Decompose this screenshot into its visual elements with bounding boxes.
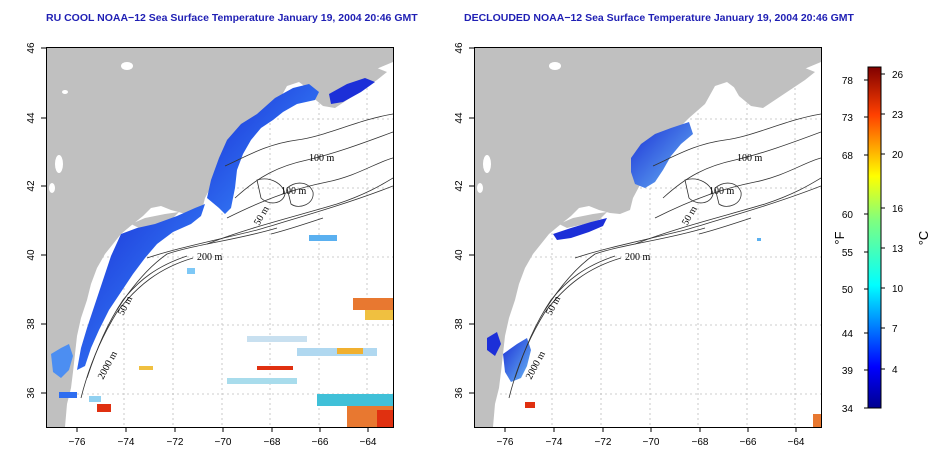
colorbar-c-label: 23 <box>892 110 904 121</box>
colorbar-c-label: 7 <box>892 324 898 335</box>
sst-offshore-patches <box>525 238 821 427</box>
left-y-tick-label: 36 <box>26 387 37 399</box>
colorbar-unit-c: °C <box>916 231 931 246</box>
left-y-tick-label: 38 <box>26 318 37 330</box>
left-y-tick-label: 40 <box>26 249 37 261</box>
right-x-ticks <box>504 427 797 432</box>
colorbar-c-label: 4 <box>892 365 898 376</box>
colorbar-ticks-left <box>864 79 868 409</box>
sst-long-island-sound <box>553 218 607 240</box>
right-x-tick-label: −76 <box>497 437 514 448</box>
right-x-tick-label: −72 <box>595 437 612 448</box>
left-y-tick-label: 42 <box>26 180 37 192</box>
long-island <box>559 212 607 228</box>
left-x-ticks <box>76 427 369 432</box>
colorbar-f-label: 50 <box>842 285 854 296</box>
right-x-tick-label: −66 <box>740 437 757 448</box>
right-map-svg: 100 m 100 m 50 m 200 m 50 m 2000 m <box>475 48 822 427</box>
right-y-tick-label: 38 <box>454 318 465 330</box>
sst-mid-atlantic <box>77 204 205 370</box>
right-y-tick-label: 40 <box>454 249 465 261</box>
contour-label-100m-b: 100 m <box>281 186 307 197</box>
colorbar-c-label: 20 <box>892 150 904 161</box>
colorbar-f-label: 78 <box>842 76 854 87</box>
colorbar-f-label: 73 <box>842 113 854 124</box>
sst-gulf-of-maine <box>207 84 319 214</box>
land-mass <box>475 48 821 427</box>
left-y-tick-label: 44 <box>26 112 37 124</box>
sst-fundy <box>329 78 375 104</box>
left-y-ticks <box>41 47 46 394</box>
sst-gulf-of-maine <box>631 122 693 188</box>
colorbar-c-label: 13 <box>892 244 904 255</box>
right-map-panel: 100 m 100 m 50 m 200 m 50 m 2000 m <box>474 47 822 428</box>
colorbar-ticks-right <box>881 73 885 370</box>
long-island <box>131 212 179 228</box>
colorbar-f-label: 68 <box>842 151 854 162</box>
right-y-tick-label: 36 <box>454 387 465 399</box>
land-mass <box>47 48 393 427</box>
sst-chesapeake <box>503 338 531 382</box>
colorbar-f-label: 39 <box>842 366 854 377</box>
colorbar-f-label: 60 <box>842 210 854 221</box>
contour-label-200m: 200 m <box>197 252 223 263</box>
grid-lines <box>47 48 393 427</box>
colorbar-f-label: 44 <box>842 329 854 340</box>
colorbar-f-label: 34 <box>842 404 854 415</box>
left-x-tick-label: −74 <box>118 437 135 448</box>
right-y-tick-label: 44 <box>454 112 465 124</box>
left-map-svg: 100 m 100 m 50 m 200 m 50 m 2000 m <box>47 48 394 427</box>
sst-offshore-patches <box>59 235 393 427</box>
colorbar-c-label: 16 <box>892 204 904 215</box>
right-x-tick-label: −64 <box>788 437 805 448</box>
left-x-tick-label: −70 <box>215 437 232 448</box>
colorbar-ramp <box>867 66 882 409</box>
contour-label-100m-b: 100 m <box>709 186 735 197</box>
right-x-tick-label: −74 <box>546 437 563 448</box>
colorbar-c-label: 10 <box>892 284 904 295</box>
contour-label-100m-a: 100 m <box>737 153 763 164</box>
bathymetry-contours <box>80 113 394 399</box>
grid-lines <box>475 48 821 427</box>
left-map-title: RU COOL NOAA−12 Sea Surface Temperature … <box>46 12 418 24</box>
sst-delmarva <box>487 332 501 356</box>
right-map-title: DECLOUDED NOAA−12 Sea Surface Temperatur… <box>464 12 854 24</box>
right-axes: −76 −74 −72 −70 −68 −66 −64 36 38 40 42 … <box>454 42 805 448</box>
contour-label-200m: 200 m <box>625 252 651 263</box>
colorbar-f-label: 55 <box>842 248 854 259</box>
right-x-tick-label: −70 <box>643 437 660 448</box>
colorbar: 78 73 68 60 55 50 44 39 34 26 23 20 16 1… <box>832 66 931 415</box>
left-x-tick-label: −66 <box>312 437 329 448</box>
left-x-tick-label: −64 <box>360 437 377 448</box>
right-x-tick-label: −68 <box>692 437 709 448</box>
left-x-tick-label: −72 <box>167 437 184 448</box>
bathymetry-contours <box>508 113 822 399</box>
sst-chesapeake <box>51 344 73 378</box>
left-x-tick-label: −68 <box>264 437 281 448</box>
left-map-panel: 100 m 100 m 50 m 200 m 50 m 2000 m <box>46 47 394 428</box>
contour-label-100m-a: 100 m <box>309 153 335 164</box>
left-y-tick-label: 46 <box>26 42 37 54</box>
lakes <box>477 62 561 193</box>
lakes <box>49 62 133 193</box>
right-y-tick-label: 42 <box>454 180 465 192</box>
colorbar-unit-f: °F <box>832 231 847 244</box>
colorbar-c-label: 26 <box>892 70 904 81</box>
right-y-tick-label: 46 <box>454 42 465 54</box>
left-x-tick-label: −76 <box>69 437 86 448</box>
nova-scotia-land <box>731 68 815 108</box>
right-y-ticks <box>469 47 474 394</box>
